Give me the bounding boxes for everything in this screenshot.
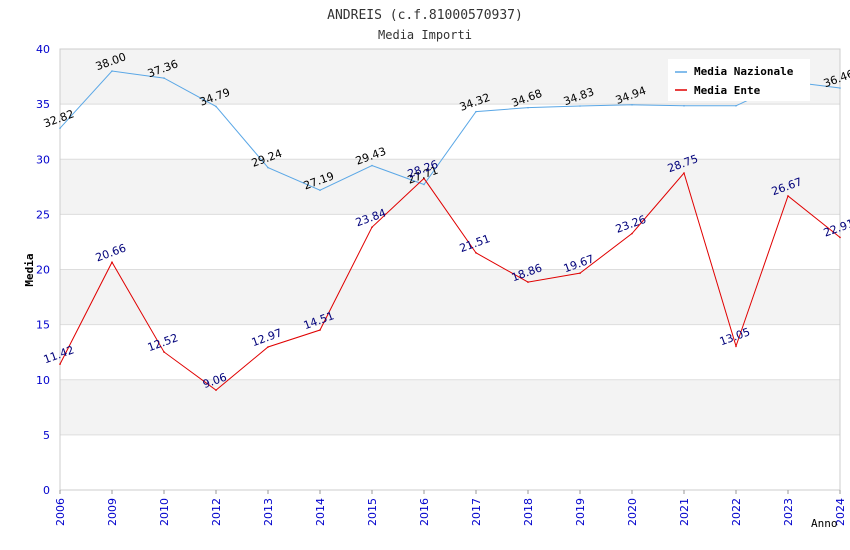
y-tick-label: 25 (36, 208, 50, 221)
data-point (215, 105, 217, 108)
x-tick-label: 2023 (782, 498, 795, 526)
x-tick-label: 2006 (54, 498, 67, 526)
plot-background-bands (60, 49, 840, 490)
y-tick-label: 10 (36, 374, 50, 387)
x-tick-label: 2010 (158, 498, 171, 526)
x-tick-label: 2020 (626, 498, 639, 526)
y-tick-label: 20 (36, 264, 50, 277)
data-point (423, 177, 425, 180)
y-tick-label: 0 (43, 484, 50, 497)
data-point (59, 363, 61, 365)
data-point (631, 103, 633, 106)
data-point (111, 70, 113, 72)
legend-label-media-ente: Media Ente (694, 84, 761, 97)
plot-band (60, 104, 840, 160)
data-point (527, 106, 529, 109)
data-point (423, 183, 425, 186)
x-tick-label: 2022 (730, 498, 743, 526)
y-tick-label: 5 (43, 429, 50, 442)
data-point (319, 189, 321, 192)
x-tick-label: 2018 (522, 498, 535, 526)
data-point (163, 351, 165, 353)
plot-band (60, 159, 840, 215)
x-tick-label: 2009 (106, 498, 119, 526)
plot-band (60, 434, 840, 490)
chart-title: ANDREIS (c.f.81000570937) (327, 8, 523, 23)
x-tick-label: 2012 (210, 498, 223, 526)
data-point (215, 389, 217, 391)
chart-subtitle: Media Importi (378, 28, 472, 42)
data-point (527, 281, 529, 283)
series-line-media-ente (59, 172, 841, 391)
data-point (111, 261, 113, 264)
data-point (475, 252, 477, 254)
x-axis-label: Anno (811, 517, 838, 530)
plot-band (60, 379, 840, 435)
data-point (371, 164, 373, 167)
data-point (59, 127, 61, 129)
legend-box (668, 59, 810, 101)
y-tick-label: 40 (36, 43, 50, 56)
data-point (267, 166, 269, 169)
data-point (683, 104, 685, 107)
series-line-media-nazionale (59, 70, 841, 191)
data-point (319, 329, 321, 331)
plot-band (60, 214, 840, 270)
data-point (787, 195, 789, 197)
data-point (475, 110, 477, 113)
data-point (579, 105, 581, 107)
x-tick-label: 2019 (574, 498, 587, 526)
x-tick-label: 2015 (366, 498, 379, 526)
series-layer (59, 70, 841, 391)
legend-label-media-nazionale: Media Nazionale (694, 65, 794, 78)
data-point (735, 345, 737, 347)
plot-band (60, 269, 840, 325)
data-point (371, 226, 373, 228)
data-point (579, 272, 581, 274)
y-tick-label: 15 (36, 319, 50, 332)
x-tick-label: 2021 (678, 498, 691, 526)
plot-frame (59, 48, 841, 491)
y-axis-label: Media (23, 253, 36, 286)
data-point (735, 104, 737, 107)
data-point (163, 77, 165, 79)
data-point (683, 172, 685, 174)
legend: Media Nazionale Media Ente (668, 59, 810, 101)
plot-band (60, 324, 840, 380)
x-tick-label: 2013 (262, 498, 275, 526)
data-point (839, 87, 841, 89)
x-tick-label: 2016 (418, 498, 431, 526)
x-tick-label: 2024 (834, 498, 847, 526)
data-point (267, 346, 269, 348)
data-point (839, 236, 841, 239)
x-tick-label: 2014 (314, 498, 327, 526)
data-point (631, 232, 633, 235)
y-tick-label: 30 (36, 153, 50, 166)
y-axis-ticks: 0 5 10 15 20 25 30 35 40 (36, 43, 50, 497)
y-tick-label: 35 (36, 98, 50, 111)
x-tick-label: 2017 (470, 498, 483, 526)
x-axis-ticks: 2006 2009 2010 2012 2013 2014 2015 2016 2017 2018… (54, 490, 847, 526)
